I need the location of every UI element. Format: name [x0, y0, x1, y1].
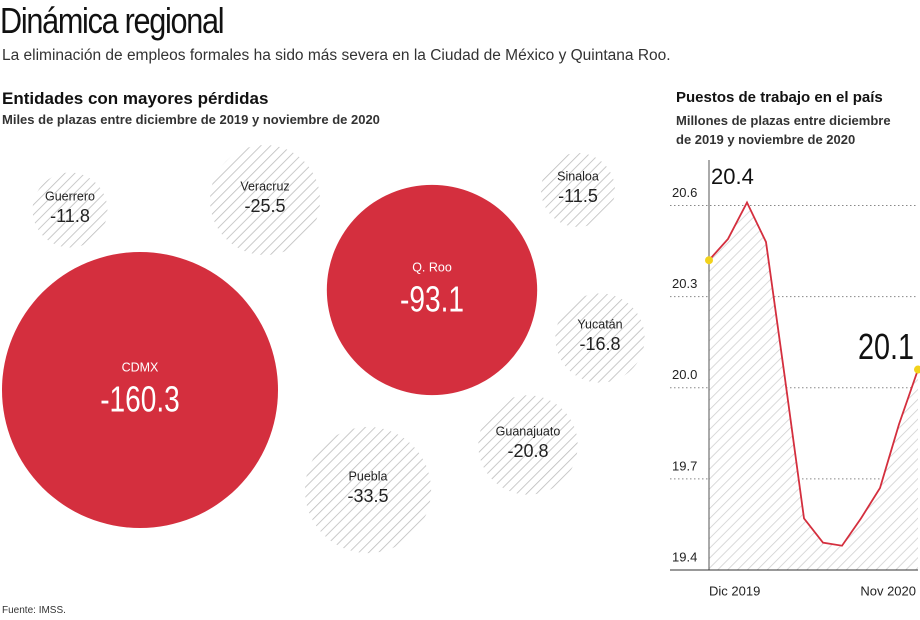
marker: [705, 256, 713, 265]
bubble-value: -16.8: [579, 334, 620, 354]
bubble-value: -11.5: [558, 186, 598, 206]
area: [709, 202, 918, 570]
y-tick-label: 20.0: [672, 367, 697, 382]
x-tick-label: Dic 2019: [709, 583, 760, 598]
bubble-label: Veracruz: [240, 179, 289, 193]
bubble: [209, 144, 321, 256]
value-label: 20.4: [711, 164, 754, 189]
bubble-label: Guerrero: [45, 189, 95, 203]
value-label: 20.1: [858, 326, 914, 367]
bubble-label: Guanajuato: [496, 424, 561, 438]
bubble-label: CDMX: [122, 360, 159, 374]
y-tick-label: 20.6: [672, 185, 697, 200]
bubble-subtitle: Miles de plazas entre diciembre de 2019 …: [2, 112, 380, 127]
y-tick-label: 19.7: [672, 458, 697, 473]
bubble: [32, 172, 108, 248]
bubble-value: -33.5: [347, 486, 388, 506]
bubble-value: -93.1: [400, 279, 464, 319]
y-tick-label: 19.4: [672, 549, 697, 564]
line: [708, 200, 919, 547]
bubble-value: -11.8: [50, 206, 90, 226]
bubble-value: -25.5: [244, 196, 285, 216]
bubble: [478, 395, 578, 495]
page-title: Dinámica regional: [0, 0, 225, 41]
page-subtitle: La eliminación de empleos formales ha si…: [2, 47, 671, 64]
bubble: [1, 251, 279, 529]
y-tick-label: 20.3: [672, 276, 697, 291]
bubble: [326, 184, 538, 396]
bubble: [304, 426, 432, 554]
line-title: Puestos de trabajo en el país: [676, 89, 883, 106]
bubble-label: Puebla: [349, 469, 388, 483]
bubble-label: Sinaloa: [557, 169, 599, 183]
bubble-label: Q. Roo: [412, 260, 452, 274]
bubble-value: -20.8: [507, 441, 548, 461]
x-tick-label: Nov 2020: [860, 583, 916, 598]
bubble-value: -160.3: [100, 379, 180, 419]
line-subtitle: Millones de plazas entre diciembre de 20…: [676, 113, 891, 147]
bubble: [541, 153, 615, 227]
source: Fuente: IMSS.: [2, 605, 66, 616]
bubble-title: Entidades con mayores pérdidas: [2, 89, 269, 108]
bubble: [555, 293, 645, 383]
bubble-label: Yucatán: [577, 317, 622, 331]
marker: [914, 365, 920, 374]
